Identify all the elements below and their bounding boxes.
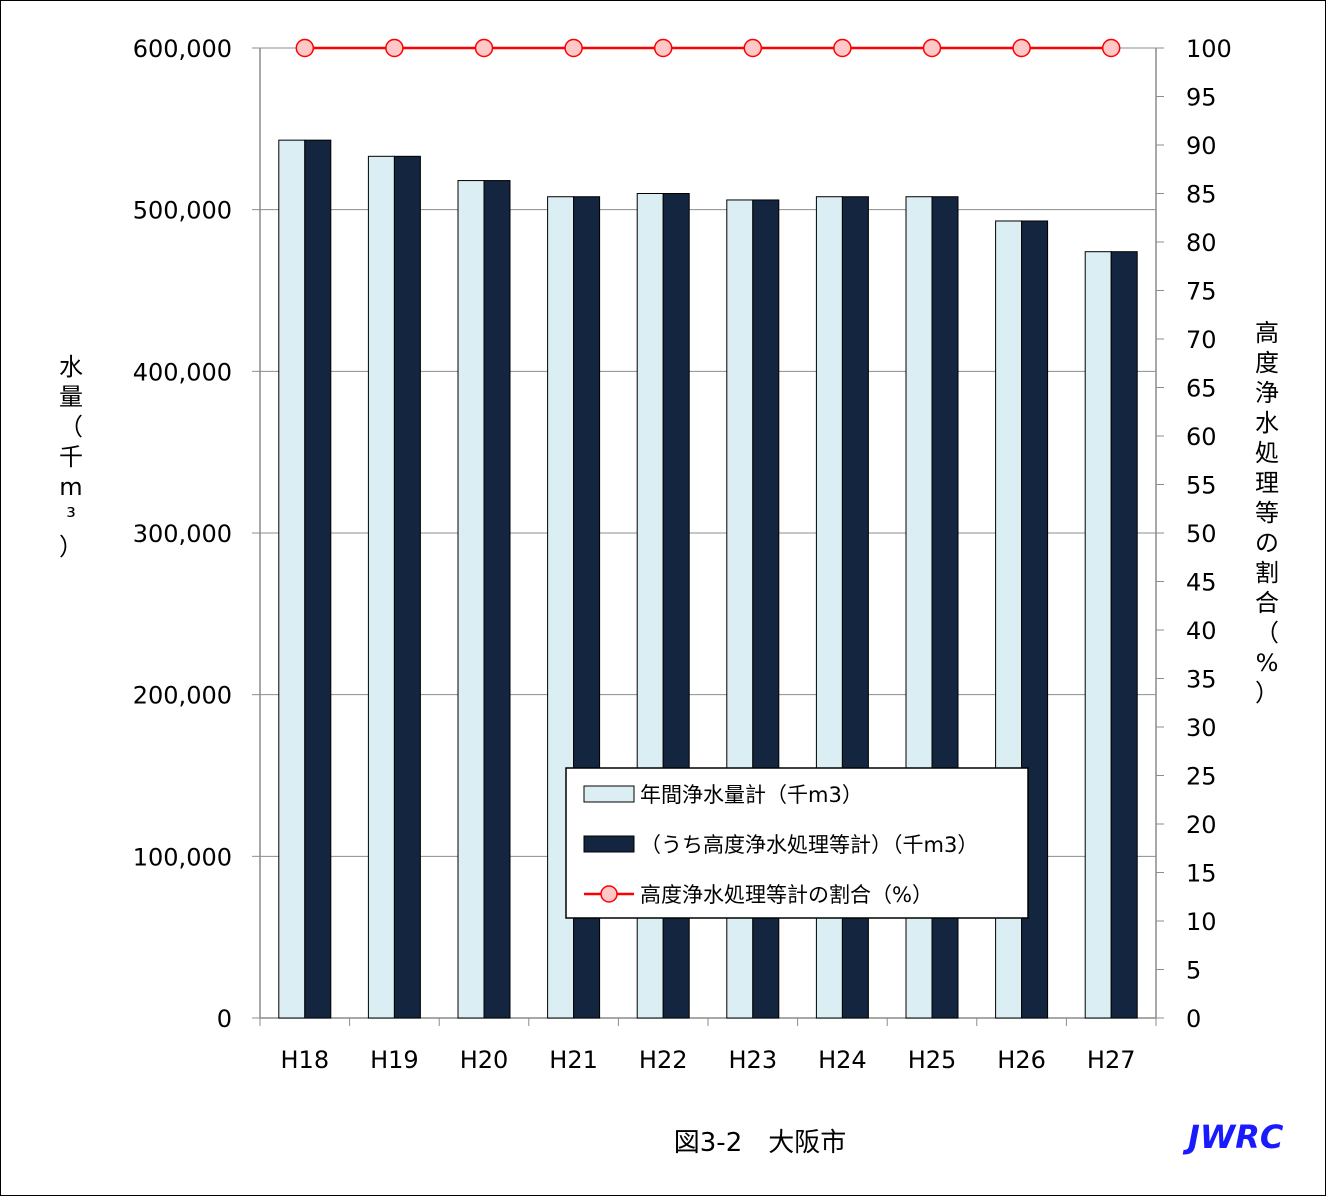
legend-swatch — [583, 785, 635, 803]
x-tick-label: H25 — [908, 1046, 957, 1074]
y2-tick-label: 80 — [1186, 229, 1217, 257]
y2-tick-label: 0 — [1186, 1005, 1201, 1033]
y2-tick-label: 35 — [1186, 666, 1217, 694]
line-point — [833, 38, 852, 58]
y-tick-label: 200,000 — [133, 682, 232, 710]
y2-tick-label: 50 — [1186, 520, 1217, 548]
legend-swatch — [583, 835, 635, 853]
y2-tick-label: 15 — [1186, 860, 1217, 888]
bar — [278, 139, 306, 1019]
line-point — [1101, 38, 1121, 58]
line-point — [564, 38, 583, 58]
y2-tick-label: 65 — [1186, 375, 1217, 403]
line-point — [1012, 38, 1031, 58]
bar — [393, 155, 421, 1019]
x-tick-label: H23 — [729, 1046, 778, 1074]
bar — [304, 139, 332, 1019]
legend-marker — [600, 885, 618, 903]
y2-tick-label: 25 — [1186, 763, 1217, 791]
bar — [367, 155, 395, 1019]
y-axis-title: 水量（千 m ³） — [59, 353, 83, 561]
legend-label: （うち高度浄水処理等計）（千m3） — [640, 833, 978, 857]
line-point — [653, 38, 673, 58]
x-tick-label: H19 — [370, 1046, 419, 1074]
x-tick-label: H24 — [818, 1046, 867, 1074]
y2-tick-label: 60 — [1186, 423, 1217, 451]
y2-tick-label: 40 — [1186, 617, 1217, 645]
line-point — [743, 38, 763, 58]
line-point — [922, 38, 942, 58]
y2-axis-title: 高度浄水処理等の割合（%） — [1255, 319, 1279, 707]
x-tick-label: H21 — [549, 1046, 598, 1074]
y-tick-label: 0 — [217, 1005, 232, 1033]
figure-caption: 図3-2 大阪市 — [673, 1128, 847, 1158]
legend-box — [565, 767, 1029, 919]
line-point — [474, 38, 494, 58]
bar — [1110, 251, 1138, 1019]
y2-tick-label: 20 — [1186, 811, 1217, 839]
y-tick-label: 100,000 — [133, 843, 232, 871]
legend-label: 年間浄水量計（千m3） — [640, 783, 863, 807]
x-tick-label: H27 — [1087, 1046, 1136, 1074]
line-point — [295, 38, 315, 58]
y2-tick-label: 30 — [1186, 714, 1217, 742]
bar — [483, 180, 511, 1019]
y2-tick-label: 90 — [1186, 132, 1217, 160]
y2-tick-label: 10 — [1186, 908, 1217, 936]
y2-tick-label: 95 — [1186, 84, 1217, 112]
bar — [1084, 251, 1112, 1019]
y-tick-label: 300,000 — [133, 520, 232, 548]
x-tick-label: H22 — [639, 1046, 688, 1074]
y2-tick-label: 70 — [1186, 326, 1217, 354]
y-tick-label: 600,000 — [133, 35, 232, 63]
line-point — [385, 38, 404, 58]
y-tick-label: 500,000 — [133, 197, 232, 225]
legend-label: 高度浄水処理等計の割合（%） — [640, 883, 933, 907]
y2-tick-label: 5 — [1186, 957, 1201, 985]
x-tick-label: H26 — [997, 1046, 1046, 1074]
y2-tick-label: 55 — [1186, 472, 1217, 500]
y2-tick-label: 45 — [1186, 569, 1217, 597]
y2-tick-label: 100 — [1186, 35, 1232, 63]
brand-logo-text: JWRC — [1188, 1118, 1284, 1156]
x-tick-label: H18 — [281, 1046, 330, 1074]
x-tick-label: H20 — [460, 1046, 509, 1074]
bar — [457, 180, 485, 1019]
y-tick-label: 400,000 — [133, 358, 232, 386]
y2-tick-label: 75 — [1186, 278, 1217, 306]
y2-tick-label: 85 — [1186, 181, 1217, 209]
